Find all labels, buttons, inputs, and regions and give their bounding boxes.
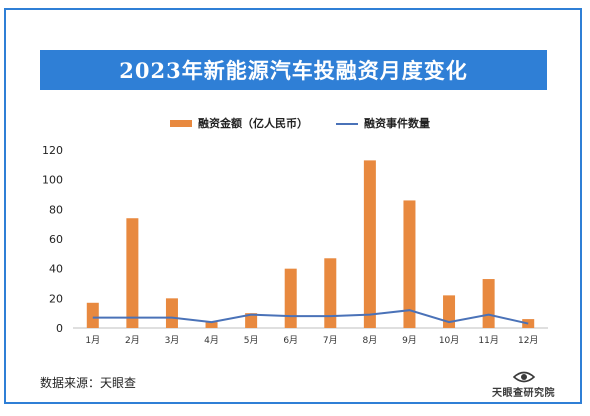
bar: [126, 218, 139, 328]
x-tick-label: 7月: [323, 335, 338, 346]
bar: [324, 258, 337, 328]
y-axis: 0 20 40 60 80 100 120: [42, 144, 63, 335]
legend-label-line: 融资事件数量: [364, 116, 430, 130]
bar: [363, 160, 376, 328]
y-tick-label: 100: [42, 174, 63, 187]
x-tick-label: 12月: [518, 335, 538, 346]
x-tick-label: 6月: [283, 335, 298, 346]
legend-label-bar: 融资金额（亿人民币）: [198, 116, 308, 130]
x-tick-label: 10月: [439, 335, 459, 346]
x-tick-label: 9月: [402, 335, 417, 346]
bar: [245, 313, 258, 328]
y-tick-label: 0: [56, 322, 63, 335]
line-series: [92, 309, 529, 325]
bar: [443, 295, 456, 328]
bar: [284, 268, 297, 328]
x-tick-label: 1月: [85, 335, 100, 346]
bar: [86, 302, 99, 328]
eye-logo-icon: [512, 371, 535, 383]
y-tick-label: 40: [49, 263, 63, 276]
x-tick-label: 5月: [244, 335, 259, 346]
y-tick-label: 120: [42, 144, 63, 157]
logo-text: 天眼查研究院: [492, 388, 555, 399]
y-tick-label: 80: [49, 203, 63, 216]
x-axis: 1月 2月 3月 4月 5月 6月 7月 8月 9月 10月 11月 12月: [73, 327, 548, 346]
line-path: [92, 309, 529, 325]
x-tick-label: 8月: [363, 335, 378, 346]
bar: [205, 322, 218, 328]
data-source: 数据来源：天眼查: [40, 376, 137, 390]
logo: 天眼查研究院: [492, 370, 555, 399]
y-tick-label: 60: [49, 233, 63, 246]
bar: [482, 279, 495, 328]
bar: [165, 298, 178, 328]
chart-title: 2023年新能源汽车投融资月度变化: [40, 50, 547, 90]
x-tick-label: 3月: [165, 335, 180, 346]
y-tick-label: 20: [49, 292, 63, 305]
legend-swatch-bar: [170, 120, 192, 127]
x-tick-label: 4月: [204, 335, 219, 346]
bar-series: [86, 160, 535, 328]
legend: 融资金额（亿人民币） 融资事件数量: [170, 116, 430, 130]
x-tick-label: 2月: [125, 335, 140, 346]
bar: [403, 200, 416, 328]
x-tick-label: 11月: [478, 335, 498, 346]
